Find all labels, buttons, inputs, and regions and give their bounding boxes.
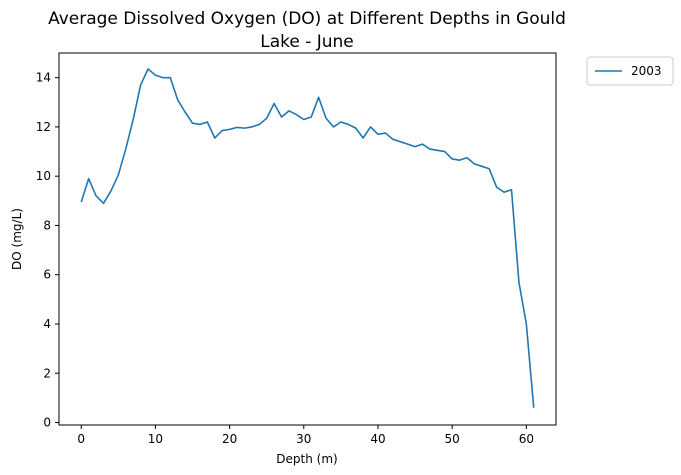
x-tick-label: 30 <box>296 432 311 446</box>
y-tick-label: 12 <box>36 120 51 134</box>
x-tick-label: 20 <box>222 432 237 446</box>
y-tick-label: 0 <box>43 416 51 430</box>
y-tick-label: 4 <box>43 317 51 331</box>
chart-title-line-2: Lake - June <box>260 32 354 52</box>
x-tick-label: 0 <box>77 432 85 446</box>
x-axis-ticks: 0 10 20 30 40 50 60 <box>77 425 534 446</box>
y-tick-label: 2 <box>43 366 51 380</box>
chart-title-line-1: Average Dissolved Oxygen (DO) at Differe… <box>48 9 566 29</box>
y-axis-ticks: 0 2 4 6 8 10 12 14 <box>36 71 59 430</box>
x-tick-label: 60 <box>519 432 534 446</box>
y-tick-label: 6 <box>43 268 51 282</box>
y-axis-label: DO (mg/L) <box>10 208 24 270</box>
series-line-2003 <box>80 68 535 408</box>
y-tick-label: 10 <box>36 169 51 183</box>
x-tick-label: 40 <box>370 432 385 446</box>
legend-frame <box>586 56 674 86</box>
legend-label-2003: 2003 <box>631 64 662 78</box>
y-tick-label: 8 <box>43 218 51 232</box>
x-tick-label: 50 <box>445 432 460 446</box>
y-tick-label: 14 <box>36 71 51 85</box>
x-tick-label: 10 <box>148 432 163 446</box>
legend: 2003 <box>586 56 674 86</box>
x-axis-label: Depth (m) <box>276 452 337 466</box>
plot-area-frame <box>58 52 557 426</box>
